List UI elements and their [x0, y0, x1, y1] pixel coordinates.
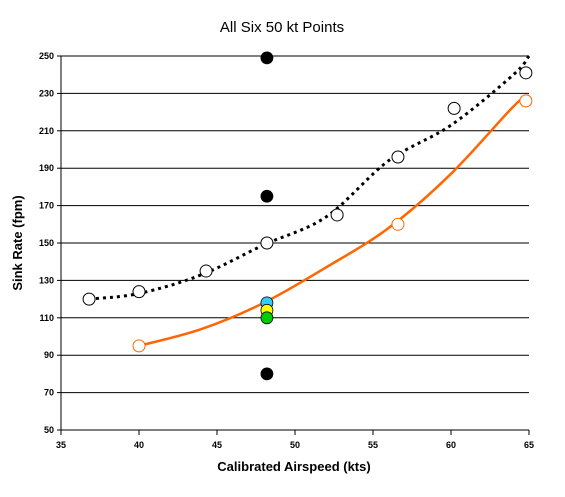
chart-title: All Six 50 kt Points [220, 19, 344, 36]
data-point-open [391, 217, 405, 231]
x-tick-label: 35 [56, 440, 66, 450]
y-tick-label: 250 [39, 51, 54, 61]
y-tick-label: 110 [39, 313, 54, 323]
data-point-open [330, 208, 344, 222]
x-axis-label: Calibrated Airspeed (kts) [217, 459, 370, 474]
y-axis-label: Sink Rate (fpm) [10, 195, 25, 290]
x-tick-label: 50 [290, 440, 300, 450]
data-point-open [391, 150, 405, 164]
plot-area: 50 70 90 110 130 150 170 190 210 230 250 35 40 45 50 55… [39, 51, 534, 450]
trendline-dotted [88, 55, 531, 301]
y-tick-label: 230 [39, 88, 54, 98]
data-point-open [519, 66, 533, 80]
y-tick-label: 130 [39, 275, 54, 285]
data-point-filled [260, 51, 274, 65]
data-point-open [519, 94, 533, 108]
y-tick-label: 90 [44, 350, 54, 360]
data-point-filled [260, 311, 274, 325]
data-point-open [82, 292, 96, 306]
x-tick-label: 65 [524, 440, 534, 450]
y-tick-label: 150 [39, 238, 54, 248]
y-tick-label: 170 [39, 201, 54, 211]
data-point-open [260, 236, 274, 250]
y-tick-label: 70 [44, 388, 54, 398]
data-point-filled [260, 367, 274, 381]
x-tick-label: 45 [212, 440, 222, 450]
y-tick-label: 190 [39, 163, 54, 173]
x-tick-label: 60 [446, 440, 456, 450]
x-tick-label: 40 [134, 440, 144, 450]
trendline-solid [138, 94, 530, 348]
x-tick-label: 55 [368, 440, 378, 450]
data-point-filled [260, 189, 274, 203]
data-point-open [199, 264, 213, 278]
y-tick-label: 210 [39, 126, 54, 136]
y-tick-label: 50 [44, 425, 54, 435]
data-point-open [132, 339, 146, 353]
data-point-open [132, 285, 146, 299]
data-point-open [447, 101, 461, 115]
